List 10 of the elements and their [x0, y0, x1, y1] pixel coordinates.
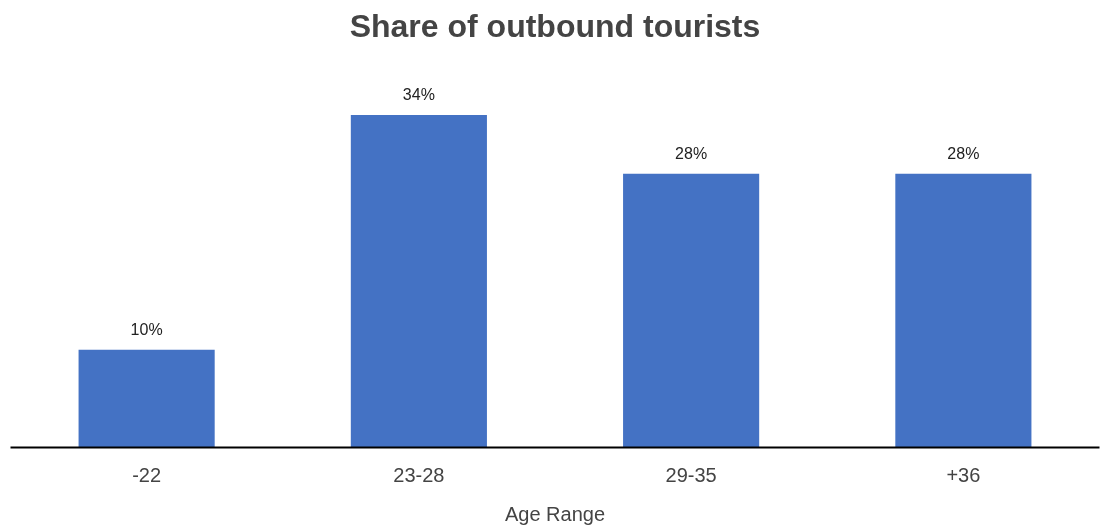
x-axis-title: Age Range — [504, 502, 606, 525]
x-tick-label: 23-28 — [393, 463, 445, 486]
x-tick-label: -22 — [132, 463, 162, 486]
data-label: 10% — [130, 320, 163, 338]
x-tick-label: 29-35 — [665, 463, 717, 486]
data-label: 34% — [402, 86, 435, 103]
data-label: 28% — [675, 144, 708, 162]
data-label: 28% — [947, 144, 980, 162]
x-tick-label: +36 — [946, 463, 981, 486]
chart-title: Share of outbound tourists — [349, 7, 761, 44]
